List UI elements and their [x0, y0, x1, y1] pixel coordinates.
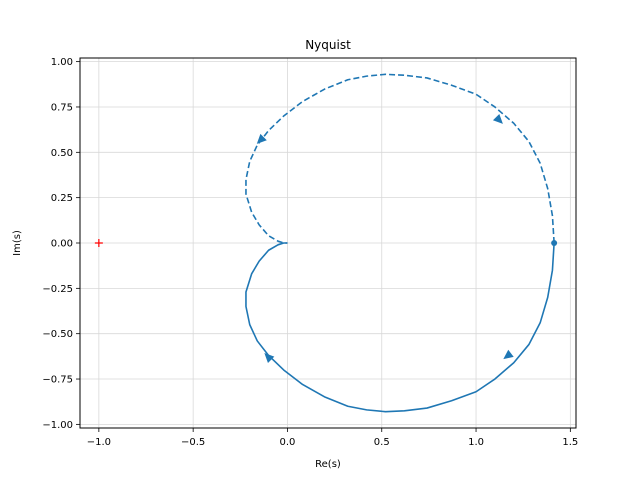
x-tick-label: 0.5: [374, 437, 390, 448]
markers: [94, 113, 558, 363]
nyquist-curves: [245, 73, 555, 413]
chart-title: Nyquist: [305, 38, 351, 52]
start-point-marker: [551, 240, 558, 246]
y-tick-label: −0.50: [42, 329, 73, 340]
y-axis-label: Im(s): [12, 230, 23, 256]
grid: [80, 58, 576, 428]
y-tick-label: −1.00: [42, 420, 73, 431]
critical-point-marker: [94, 239, 103, 247]
y-tick-label: −0.25: [42, 284, 73, 295]
x-axis-label: Re(s): [315, 459, 341, 470]
x-axis-ticks: −1.0 −0.5 0.0 0.5 1.0 1.5: [87, 428, 578, 448]
x-tick-label: 1.5: [562, 437, 578, 448]
x-tick-label: 0.0: [279, 437, 295, 448]
x-tick-label: −0.5: [181, 437, 205, 448]
direction-arrow: [492, 113, 503, 124]
direction-arrow: [503, 349, 514, 360]
direction-arrow: [256, 133, 267, 144]
nyquist-curve-mirror: [245, 73, 555, 244]
x-tick-label: 1.0: [468, 437, 484, 448]
y-tick-label: 0.00: [51, 239, 73, 250]
y-axis-ticks: 1.00 0.75 0.50 0.25 0.00 −0.25 −0.50 −0.75 −1.00: [42, 57, 80, 431]
y-tick-label: 0.25: [51, 193, 73, 204]
x-tick-label: −1.0: [87, 437, 111, 448]
y-tick-label: 0.50: [51, 148, 73, 159]
y-tick-label: 1.00: [51, 57, 73, 68]
y-tick-label: 0.75: [51, 102, 73, 113]
y-tick-label: −0.75: [42, 375, 73, 386]
direction-arrow: [264, 353, 275, 363]
nyquist-curve-positive: [245, 242, 555, 413]
